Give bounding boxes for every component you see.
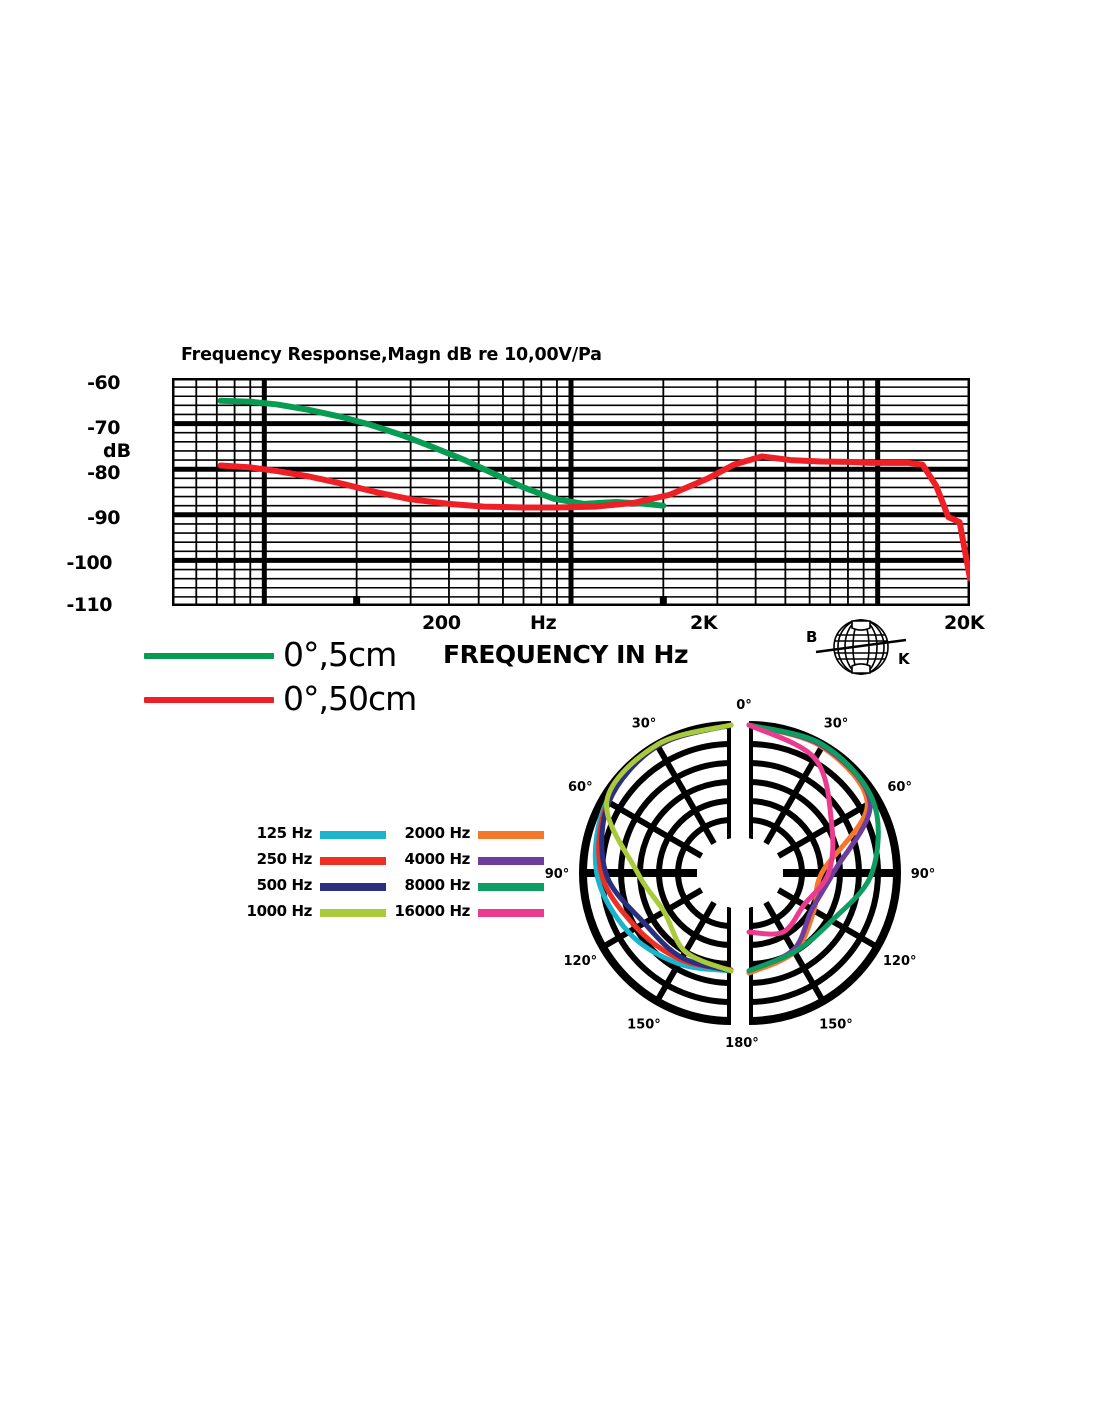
y-tick-label: -60 [87,372,120,394]
legend-swatch-0deg-5cm [144,653,274,659]
legend-swatch-125hz [320,831,386,839]
legend-label-16000hz: 16000 Hz [394,902,471,920]
response-curves [217,397,970,582]
bruel-kjaer-logo: B K [806,614,916,680]
y-axis-unit-label: dB [103,440,132,462]
legend-item: 16000 Hz [376,902,544,924]
polar-plot-area: 0° 180° 30° 30° 60° 60° 90° 90° 120° 120° 150° 150° [545,698,936,1051]
y-tick-label: -100 [66,552,112,574]
x-tick-label: 2K [690,612,718,634]
polar-curve-1000-Hz [604,722,734,974]
polar-label-30deg-right: 30° [824,716,849,731]
polar-label-90deg-right: 90° [911,867,936,882]
x-tick-label: 20K [944,612,985,634]
polar-label-150deg-left: 150° [627,1018,661,1033]
polar-spoke [601,887,704,950]
polar-label-60deg-right: 60° [887,780,912,795]
logo-letter-b: B [806,628,818,646]
polar-spoke [654,743,717,846]
polar-center-gap [731,711,749,1035]
legend-swatch-16000hz [478,909,544,917]
x-axis-title: FREQUENCY IN Hz [443,640,689,669]
chart-title: Frequency Response,Magn dB re 10,00V/Pa [181,345,602,365]
polar-angle-labels: 0° 180° 30° 30° 60° 60° 90° 90° 120° 120° 150° 150° [545,698,936,1051]
polar-label-120deg-left: 120° [563,954,597,969]
polar-label-180deg: 180° [725,1036,759,1051]
polar-spoke [776,796,879,859]
legend-swatch-4000hz [478,857,544,865]
y-tick-label: -70 [87,417,120,439]
polar-legend: 125 Hz 250 Hz 500 Hz 1000 Hz 2000 Hz 400… [236,824,544,929]
x-axis-unit-label: Hz [530,612,557,634]
legend-swatch-1000hz [320,909,386,917]
legend-label-0deg-50cm: 0°,50cm [283,679,417,718]
logo-letter-k: K [898,650,910,668]
polar-spoke [601,796,704,859]
legend-item: 1000 Hz [222,902,386,924]
polar-spoke [776,887,879,950]
legend-item: 8000 Hz [388,876,544,898]
curve-0°,5cm [217,397,667,509]
legend-item: 4000 Hz [388,850,544,872]
legend-swatch-500hz [320,883,386,891]
x-tick-label: 200 [422,612,461,634]
polar-label-30deg-left: 30° [632,716,657,731]
polar-curves [592,722,881,976]
y-tick-label: -90 [87,507,120,529]
polar-label-90deg-left: 90° [545,867,570,882]
y-tick-label: -110 [66,594,112,616]
legend-label-1000hz: 1000 Hz [246,902,313,920]
legend-item: 250 Hz [236,850,386,872]
legend-item: 500 Hz [236,876,386,898]
legend-label-250hz: 250 Hz [256,850,313,868]
globe-icon [815,619,907,675]
curve-0°,50cm [217,453,970,582]
y-tick-label: -80 [87,462,120,484]
polar-grid [579,711,901,1035]
frequency-plot-area [172,378,970,606]
polar-label-120deg-right: 120° [883,954,917,969]
polar-label-0deg: 0° [736,698,752,713]
polar-curve-8000-Hz [746,722,881,974]
polar-curve-16000-Hz [746,722,836,937]
legend-swatch-250hz [320,857,386,865]
legend-item: 125 Hz [236,824,386,846]
polar-pattern-chart: 0° 180° 30° 30° 60° 60° 90° 90° 120° 120° 150° 150° [540,695,940,1060]
legend-label-4000hz: 4000 Hz [404,850,471,868]
legend-swatch-0deg-50cm [144,697,274,703]
legend-label-8000hz: 8000 Hz [404,876,471,894]
legend-label-0deg-5cm: 0°,5cm [283,635,397,674]
legend-item: 2000 Hz [388,824,544,846]
polar-label-150deg-right: 150° [819,1018,853,1033]
legend-swatch-8000hz [478,883,544,891]
legend-label-500hz: 500 Hz [256,876,313,894]
polar-label-60deg-left: 60° [568,780,593,795]
vertical-gridlines [172,378,970,606]
legend-swatch-2000hz [478,831,544,839]
legend-label-125hz: 125 Hz [256,824,313,842]
legend-label-2000hz: 2000 Hz [404,824,471,842]
frequency-response-chart: Frequency Response,Magn dB re 10,00V/Pa … [0,0,1100,718]
polar-spoke [763,743,826,846]
